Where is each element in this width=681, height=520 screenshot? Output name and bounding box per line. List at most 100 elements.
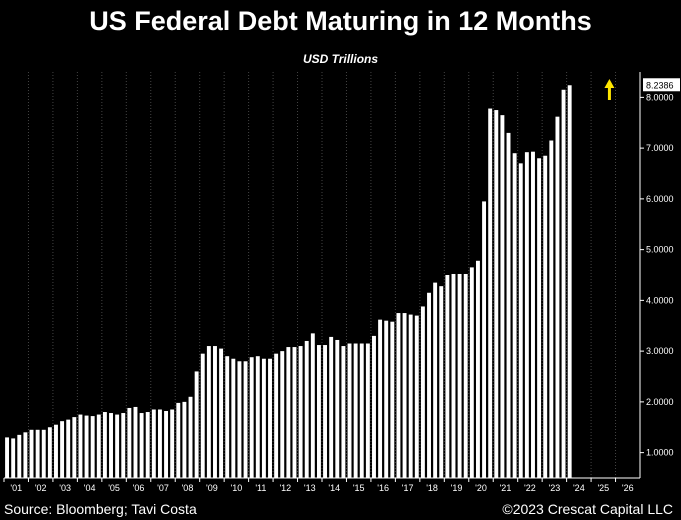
bar — [353, 343, 358, 478]
bar — [194, 371, 199, 478]
bar — [335, 339, 340, 478]
x-tick-label: '20 — [475, 483, 487, 493]
bar — [292, 347, 297, 478]
bar — [420, 306, 425, 478]
x-tick-label: '17 — [402, 483, 414, 493]
bar — [109, 413, 113, 478]
bar — [47, 427, 52, 478]
bar — [347, 343, 352, 478]
bar — [182, 401, 187, 478]
x-tick-label: '03 — [59, 483, 71, 493]
x-tick-label: '21 — [500, 483, 512, 493]
bar — [200, 353, 205, 478]
x-tick-label: '09 — [206, 483, 218, 493]
bar — [567, 85, 572, 478]
bar — [512, 153, 517, 478]
bar — [298, 346, 303, 478]
bar — [225, 356, 230, 478]
bar — [17, 434, 22, 478]
source-note: Source: Bloomberg; Tavi Costa — [4, 501, 197, 517]
bar — [243, 361, 248, 478]
x-tick-label: '18 — [426, 483, 438, 493]
bar — [78, 414, 83, 478]
x-tick-label: '12 — [279, 483, 291, 493]
bar — [433, 282, 438, 478]
y-tick-label: 1.0000 — [646, 448, 674, 458]
copyright-note: ©2023 Crescat Capital LLC — [502, 501, 673, 517]
bar — [133, 406, 138, 478]
bar — [145, 412, 150, 478]
bar — [23, 432, 28, 478]
bar — [531, 151, 535, 479]
bar — [164, 411, 169, 478]
bar — [72, 417, 77, 478]
bar — [310, 333, 315, 478]
bar — [90, 416, 95, 478]
bar — [237, 361, 242, 478]
x-tick-label: '26 — [622, 483, 634, 493]
bar — [11, 438, 16, 478]
bar — [439, 286, 444, 478]
y-tick-label: 5.0000 — [646, 245, 674, 255]
bar — [5, 437, 10, 478]
y-tick-label: 3.0000 — [646, 346, 674, 356]
y-tick-label: 4.0000 — [646, 295, 674, 305]
bar — [157, 409, 162, 478]
bar — [451, 273, 456, 478]
bar — [488, 108, 493, 478]
x-tick-label: '07 — [157, 483, 169, 493]
x-tick-label: '19 — [451, 483, 463, 493]
bar — [500, 115, 505, 478]
bar — [249, 357, 254, 478]
bar — [402, 313, 407, 478]
bar — [304, 340, 309, 478]
bar — [427, 292, 431, 478]
bar — [127, 407, 132, 478]
bar — [365, 343, 370, 478]
bar — [384, 320, 389, 478]
x-tick-label: '16 — [377, 483, 389, 493]
x-tick-label: '13 — [304, 483, 316, 493]
bar — [329, 336, 334, 478]
bar — [268, 358, 272, 478]
x-tick-label: '10 — [231, 483, 243, 493]
footer: Source: Bloomberg; Tavi Costa ©2023 Cres… — [0, 497, 681, 520]
bar — [396, 313, 401, 478]
chart-title: US Federal Debt Maturing in 12 Months — [89, 6, 592, 36]
chart-subtitle: USD Trillions — [302, 52, 379, 66]
bar — [261, 358, 266, 478]
bar — [176, 402, 181, 478]
bar — [408, 314, 413, 478]
bar — [457, 273, 462, 478]
bar — [524, 152, 529, 478]
y-tick-label: 2.0000 — [646, 397, 674, 407]
bar — [543, 155, 548, 479]
bar-chart: '01 '02 '03 '04 '05 '06 '07 '08 '09 '10 '11 '12 '13 '… — [3, 72, 680, 493]
x-tick-label: '22 — [524, 483, 536, 493]
bar — [506, 132, 511, 478]
bar — [255, 356, 260, 478]
bar — [54, 424, 58, 478]
bar — [390, 321, 395, 478]
bar — [84, 415, 89, 478]
bar — [549, 140, 554, 478]
bar — [151, 409, 156, 478]
x-tick-label: '05 — [108, 483, 120, 493]
bar — [378, 319, 383, 478]
y-tick-label: 7.0000 — [646, 143, 674, 153]
x-tick-label: '08 — [182, 483, 194, 493]
last-value-label: 8.2386 — [646, 80, 674, 90]
bar — [60, 421, 65, 478]
bar — [494, 110, 499, 478]
x-tick-label: '23 — [549, 483, 561, 493]
bar — [463, 273, 468, 478]
bar — [274, 353, 279, 478]
bar — [518, 163, 523, 478]
bar — [482, 201, 487, 478]
bar — [115, 414, 120, 478]
bar — [41, 429, 46, 478]
bar — [359, 343, 364, 478]
x-tick-label: '25 — [597, 483, 609, 493]
x-tick-label: '04 — [84, 483, 96, 493]
bar — [561, 89, 566, 478]
